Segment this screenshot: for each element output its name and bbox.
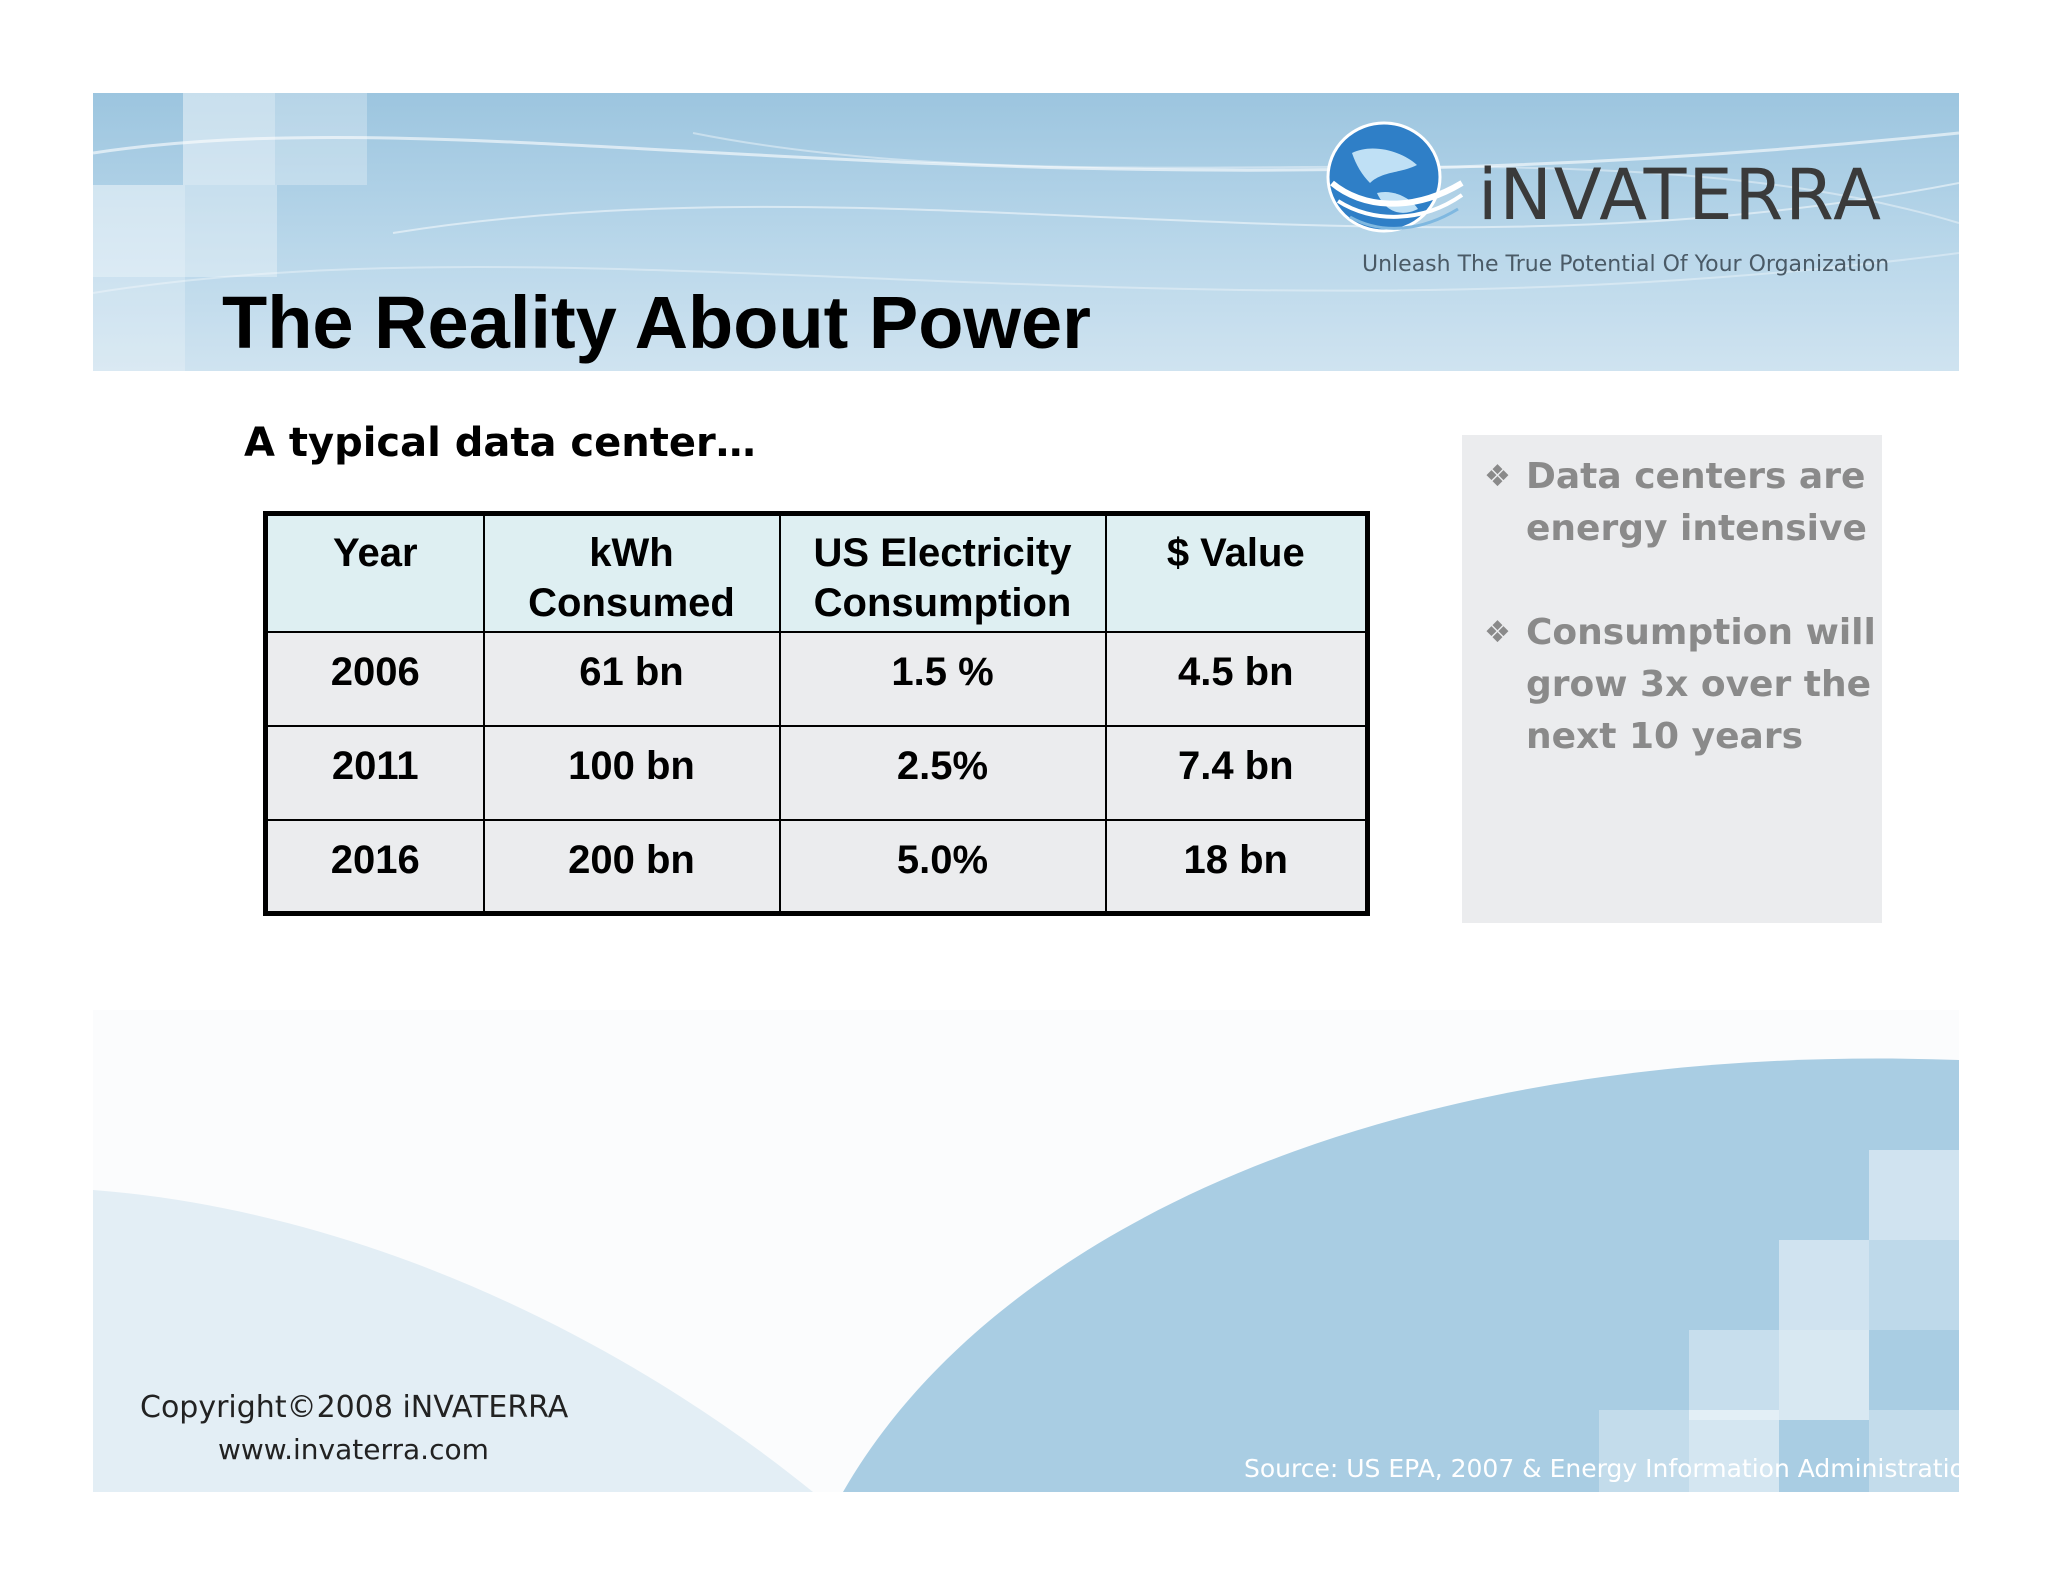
table-cell: 2011 <box>264 724 485 821</box>
diamond-bullet-icon: ❖ <box>1484 615 1511 650</box>
table-cell: 2006 <box>264 630 485 727</box>
table-cell: 200 bn <box>482 818 781 915</box>
table-row: 2011 100 bn 2.5% 7.4 bn <box>264 724 1369 821</box>
footer-decoration <box>93 1010 1959 1492</box>
table-cell: 2016 <box>264 818 485 915</box>
table-cell: 18 bn <box>1104 818 1369 915</box>
bullet-text: Data centers are energy intensive <box>1526 456 1867 549</box>
table-cell: 5.0% <box>778 818 1107 915</box>
table-header-row: Year kWh Consumed US Electricity Consump… <box>264 512 1369 633</box>
column-header-us-electricity: US Electricity Consumption <box>778 512 1107 633</box>
logo-wordmark: iNVATERRA <box>1478 154 1883 236</box>
side-panel: ❖ Data centers are energy intensive ❖ Co… <box>1462 435 1882 923</box>
bullet-text: Consumption will grow 3x over the next 1… <box>1526 612 1876 757</box>
column-header-year: Year <box>264 512 485 633</box>
footer-arcs <box>93 1010 1959 1492</box>
website-link[interactable]: www.invaterra.com <box>218 1433 489 1466</box>
table-row: 2006 61 bn 1.5 % 4.5 bn <box>264 630 1369 727</box>
section-subtitle: A typical data center… <box>244 420 756 466</box>
header-banner <box>93 93 1959 371</box>
table-cell: 2.5% <box>778 724 1107 821</box>
table-cell: 4.5 bn <box>1104 630 1369 727</box>
copyright-text: Copyright©2008 iNVATERRA <box>140 1390 569 1425</box>
table-cell: 61 bn <box>482 630 781 727</box>
table-cell: 100 bn <box>482 724 781 821</box>
column-header-kwh: kWh Consumed <box>482 512 781 633</box>
column-header-value: $ Value <box>1104 512 1369 633</box>
globe-logo-icon <box>1326 121 1464 233</box>
source-note: Source: US EPA, 2007 & Energy Informatio… <box>1244 1454 1981 1483</box>
data-table: Year kWh Consumed US Electricity Consump… <box>263 511 1370 916</box>
page-title: The Reality About Power <box>222 281 1091 364</box>
logo-tagline: Unleash The True Potential Of Your Organ… <box>1362 252 1890 277</box>
table-row: 2016 200 bn 5.0% 18 bn <box>264 818 1369 915</box>
diamond-bullet-icon: ❖ <box>1484 459 1511 494</box>
table-cell: 1.5 % <box>778 630 1107 727</box>
table-cell: 7.4 bn <box>1104 724 1369 821</box>
